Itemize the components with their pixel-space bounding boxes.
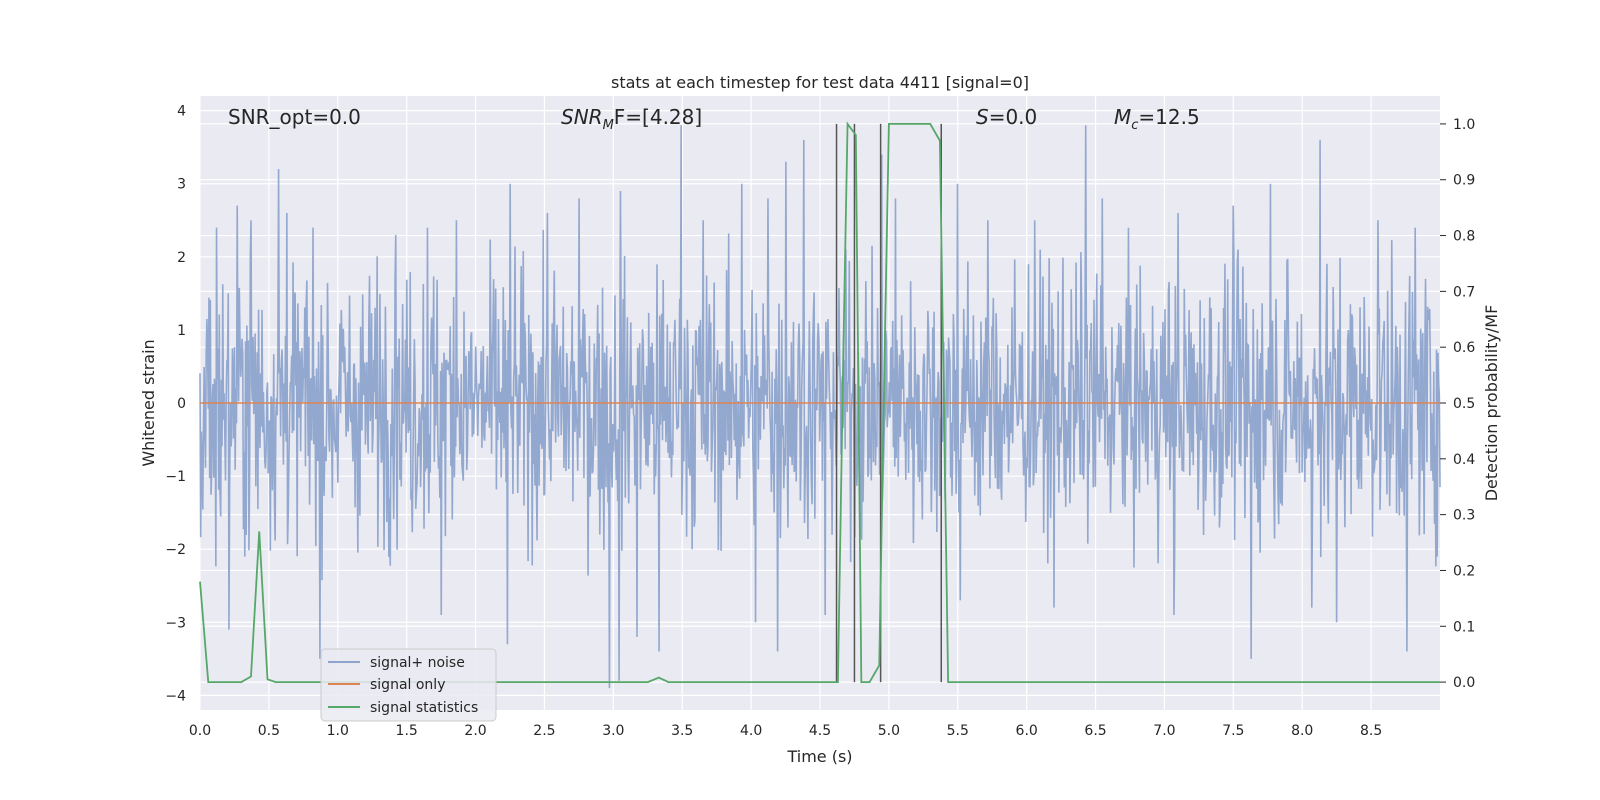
x-tick-label: 5.0: [878, 723, 900, 739]
legend-label-signal-statistics: signal statistics: [370, 700, 478, 716]
y-left-tick-label: −4: [165, 688, 186, 704]
legend-label-signal-only: signal only: [370, 677, 445, 693]
annotation-s-rest: =0.0: [989, 105, 1038, 129]
annotation-snr-mf-sub: M: [603, 118, 614, 133]
x-tick-label: 3.0: [602, 723, 624, 739]
y-right-tick-labels: 1.0 0.9 0.8 0.7 0.6 0.5 0.4 0.3 0.2 0.1 0.0: [1440, 117, 1475, 691]
legend-box: [320, 648, 497, 722]
y-axis-left-label: Whitened strain: [139, 339, 158, 466]
x-tick-label: 0.0: [189, 723, 211, 739]
y-left-tick-label: 3: [177, 177, 186, 193]
x-tick-label: 8.5: [1360, 723, 1382, 739]
annotation-s-label: S: [976, 105, 989, 129]
y-right-tick-label: 0.0: [1453, 675, 1475, 691]
chart-title: stats at each timestep for test data 441…: [611, 73, 1029, 92]
x-tick-label: 2.5: [533, 723, 555, 739]
annotation-snr-mf-main: SNR: [561, 105, 603, 129]
x-tick-label: 5.5: [947, 723, 969, 739]
annotation-s: S=0.0: [976, 105, 1037, 129]
y-right-tick-label: 0.1: [1453, 619, 1475, 635]
signal-noise-line: [199, 125, 1441, 689]
annotation-snr-mf: SNRMF=[4.28]: [561, 105, 702, 133]
y-left-tick-label: −3: [165, 615, 186, 631]
x-tick-label: 4.5: [809, 723, 831, 739]
y-right-tick-label: 0.5: [1453, 396, 1475, 412]
y-right-tick-label: 0.9: [1453, 173, 1475, 189]
y-left-tick-label: 1: [177, 323, 186, 339]
x-tick-label: 8.0: [1291, 723, 1313, 739]
x-tick-label: 6.0: [1016, 723, 1038, 739]
x-axis-label: Time (s): [786, 747, 852, 766]
annotation-snr-opt: SNR_opt=0.0: [228, 105, 361, 129]
y-left-tick-label: 2: [177, 250, 186, 266]
y-right-tick-label: 0.2: [1453, 563, 1475, 579]
signal-statistics-line: [199, 121, 1440, 683]
series-signal-noise: [199, 125, 1441, 689]
y-left-tick-label: −2: [165, 542, 186, 558]
series-signal-statistics: [199, 121, 1440, 683]
annotation-mc-rest: =12.5: [1138, 105, 1199, 129]
y-left-tick-label: 4: [177, 104, 186, 120]
y-right-tick-label: 0.8: [1453, 229, 1475, 245]
annotation-mc-sub: c: [1131, 118, 1138, 133]
y-right-tick-label: 0.7: [1453, 284, 1475, 300]
x-tick-label: 6.5: [1084, 723, 1106, 739]
y-left-tick-label: 0: [177, 396, 186, 412]
x-tick-labels: 0.0 0.5 1.0 1.5 2.0 2.5 3.0 3.5 4.0 4.5 5.0 5.5 6.0 6…: [189, 723, 1382, 739]
annotation-mc-main: M: [1114, 105, 1131, 129]
x-tick-label: 1.5: [396, 723, 418, 739]
y-left-tick-labels: 4 3 2 1 0 −1 −2 −3 −4: [165, 104, 186, 705]
annotation-mc: Mc=12.5: [1114, 105, 1200, 133]
x-tick-label: 3.5: [671, 723, 693, 739]
x-tick-label: 0.5: [258, 723, 280, 739]
y-right-tick-label: 0.4: [1453, 452, 1475, 468]
y-right-tick-label: 1.0: [1453, 117, 1475, 133]
annotation-snr-mf-rest: F=[4.28]: [614, 105, 702, 129]
x-tick-label: 2.0: [464, 723, 486, 739]
x-tick-label: 1.0: [327, 723, 349, 739]
legend: signal+ noise signal only signal statist…: [320, 648, 497, 722]
x-tick-label: 7.0: [1153, 723, 1175, 739]
legend-label-signal-noise: signal+ noise: [370, 655, 465, 671]
y-left-tick-label: −1: [165, 469, 186, 485]
y-axis-right-label: Detection probability/MF: [1482, 305, 1501, 502]
x-tick-label: 7.5: [1222, 723, 1244, 739]
y-right-tick-label: 0.6: [1453, 340, 1475, 356]
y-right-tick-label: 0.3: [1453, 508, 1475, 524]
x-tick-label: 4.0: [740, 723, 762, 739]
